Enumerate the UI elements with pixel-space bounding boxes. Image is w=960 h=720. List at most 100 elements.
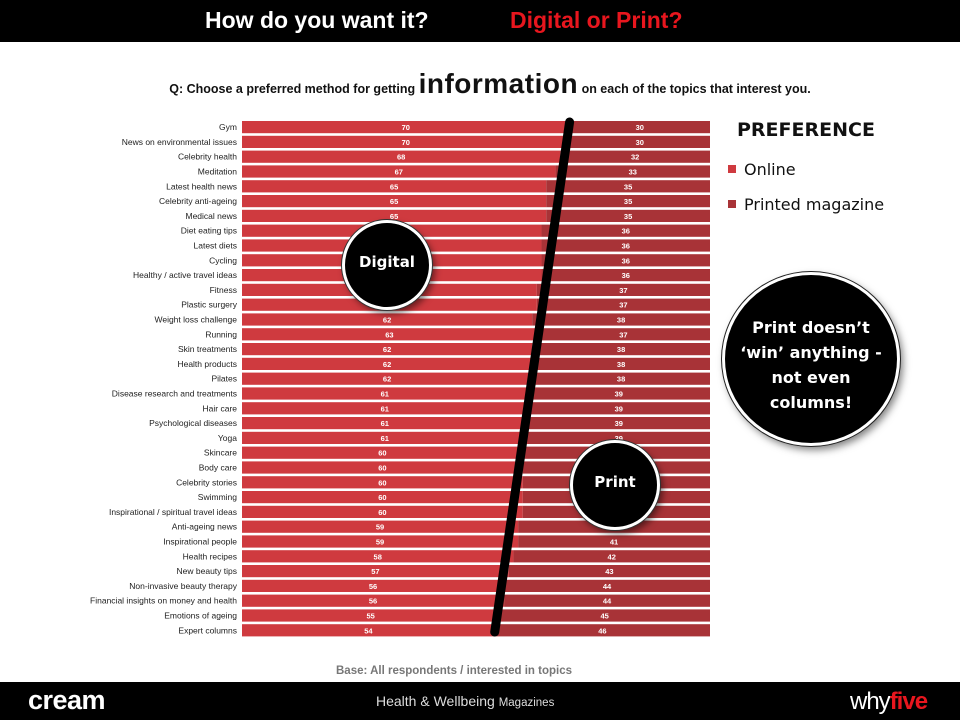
title-part-1: How do you want it? (205, 7, 429, 33)
data-label-print: 46 (598, 626, 606, 635)
legend-swatch-online (728, 164, 736, 173)
bar-print (527, 402, 710, 415)
data-label-print: 35 (624, 182, 632, 191)
data-label-print: 32 (631, 153, 639, 162)
bar-online (242, 505, 523, 518)
data-label-print: 42 (608, 552, 616, 561)
bar-print (527, 431, 710, 444)
category-label: Health recipes (183, 551, 237, 561)
bar-print (504, 579, 710, 592)
bar-print (532, 313, 710, 326)
digital-bubble: Digital (342, 220, 432, 310)
data-label-online: 62 (383, 345, 391, 354)
bar-online (242, 476, 523, 489)
base-note: Base: All respondents / interested in to… (336, 665, 573, 677)
bar-online (242, 195, 547, 208)
data-label-online: 62 (383, 316, 391, 325)
bar-print (504, 594, 710, 607)
data-label-online: 62 (383, 375, 391, 384)
category-label: Meditation (198, 167, 237, 177)
bar-online (242, 624, 495, 637)
bar-print (546, 180, 710, 193)
category-label: Plastic surgery (181, 300, 237, 310)
category-label: Swimming (198, 492, 237, 502)
data-label-print: 36 (622, 256, 630, 265)
bar-print (527, 417, 710, 430)
bar-print (536, 283, 710, 296)
bar-online (242, 343, 533, 356)
data-label-online: 61 (381, 390, 389, 399)
data-label-online: 60 (378, 464, 386, 473)
category-label: Celebrity anti-ageing (159, 196, 237, 206)
data-label-print: 37 (619, 301, 627, 310)
data-label-print: 38 (617, 345, 625, 354)
whyfive-logo-why: why (850, 688, 891, 715)
data-label-online: 61 (381, 404, 389, 413)
bar-print (546, 195, 710, 208)
data-label-print: 30 (636, 138, 644, 147)
data-label-print: 43 (605, 567, 613, 576)
print-bubble-label: Print (594, 473, 636, 491)
category-label: Diet eating tips (181, 226, 237, 236)
bar-print (532, 372, 710, 385)
bar-online (242, 461, 523, 474)
bar-online (242, 150, 561, 163)
legend-swatch-print (728, 199, 736, 208)
bar-print (541, 269, 710, 282)
bar-online (242, 594, 505, 607)
data-label-print: 38 (617, 375, 625, 384)
title-bar: How do you want it? Digital or Print? (0, 0, 960, 42)
legend-item-print: Printed magazine (728, 195, 884, 214)
bar-print (541, 224, 710, 237)
bar-print (518, 535, 710, 548)
data-label-print: 36 (622, 271, 630, 280)
data-label-online: 57 (371, 567, 379, 576)
data-label-print: 39 (615, 434, 623, 443)
cream-logo: cream (28, 685, 106, 715)
bar-print (513, 550, 710, 563)
divider-line (490, 117, 575, 637)
data-label-print: 37 (619, 330, 627, 339)
bar-print (560, 150, 710, 163)
data-label-online: 61 (381, 434, 389, 443)
category-label: Inspirational / spiritual travel ideas (109, 507, 237, 517)
data-label-online: 63 (385, 330, 393, 339)
data-label-online: 60 (378, 493, 386, 502)
data-label-print: 30 (636, 123, 644, 132)
bar-print (494, 624, 710, 637)
category-label: Latest diets (194, 241, 237, 251)
callout-text: Print doesn’t ‘win’ anything - not even … (740, 318, 882, 412)
bar-online (242, 417, 528, 430)
data-label-print: 44 (603, 582, 612, 591)
question-emphasis: information (418, 68, 579, 99)
legend-label-print: Printed magazine (744, 195, 885, 214)
data-label-print: 39 (615, 404, 623, 413)
bar-online (242, 402, 528, 415)
category-label: Body care (199, 463, 238, 473)
bar-online (242, 165, 556, 178)
bar-print (541, 239, 710, 252)
category-label: Health products (177, 359, 237, 369)
bar-online (242, 446, 523, 459)
data-label-online: 59 (376, 538, 384, 547)
data-label-print: 38 (617, 360, 625, 369)
legend-item-online: Online (728, 160, 796, 179)
bar-print (499, 609, 710, 622)
digital-bubble-label: Digital (359, 253, 415, 271)
bar-print (508, 565, 710, 578)
data-label-print: 33 (629, 168, 637, 177)
category-label: Running (205, 329, 237, 339)
category-label: Expert columns (178, 625, 237, 635)
data-label-print: 45 (601, 612, 609, 621)
data-label-print: 44 (603, 597, 612, 606)
bar-online (242, 550, 514, 563)
question-prefix: Q: Choose a preferred method for getting (169, 82, 416, 96)
bar-online (242, 209, 547, 222)
bar-online (242, 579, 505, 592)
data-label-online: 59 (376, 523, 384, 532)
category-label: Gym (219, 122, 237, 132)
category-label: Skin treatments (178, 344, 237, 354)
category-label: Healthy / active travel ideas (133, 270, 237, 280)
bar-print (536, 328, 710, 341)
